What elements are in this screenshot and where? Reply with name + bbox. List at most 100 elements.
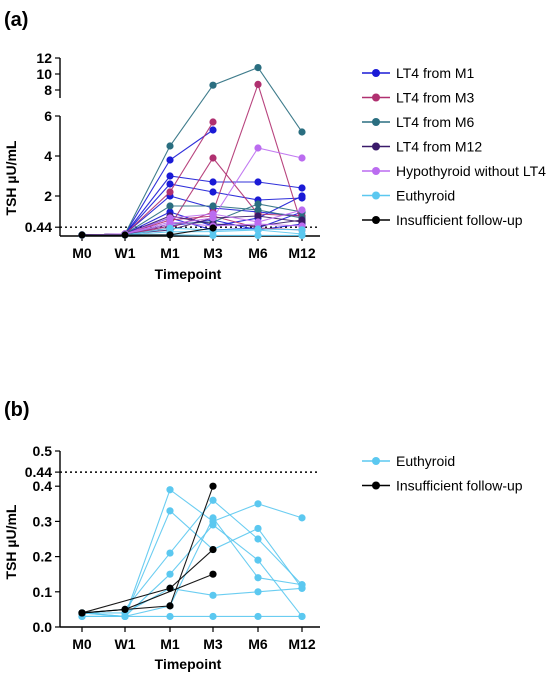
legend-marker — [372, 142, 380, 151]
data-point — [298, 514, 306, 522]
data-point — [209, 188, 217, 196]
legend-marker — [372, 69, 380, 77]
data-point — [166, 218, 174, 226]
x-tick-label: M3 — [203, 636, 223, 652]
panel-b-ylabel: TSH µU/mL — [3, 504, 19, 579]
data-point — [298, 154, 306, 162]
data-point — [121, 231, 129, 239]
data-point — [254, 588, 262, 596]
y-tick-label: 10 — [36, 66, 52, 82]
legend-entry: LT4 from M3 — [396, 90, 475, 106]
data-point — [254, 64, 262, 72]
data-point — [254, 231, 262, 239]
data-point — [209, 81, 217, 89]
data-point — [166, 549, 174, 557]
y-tick-label: 0.5 — [33, 443, 53, 459]
data-point — [166, 188, 174, 196]
data-point — [209, 178, 217, 186]
y-tick-label: 0.0 — [33, 619, 53, 635]
legend-marker — [372, 118, 380, 126]
data-point — [209, 482, 217, 490]
data-point — [209, 545, 217, 554]
panel-b-xlabel: Timepoint — [155, 656, 222, 672]
data-point — [254, 556, 262, 564]
legend-marker — [372, 216, 380, 224]
data-point — [78, 609, 86, 617]
legend-entry: LT4 from M12 — [396, 139, 482, 155]
legend-entry: Insufficient follow-up — [396, 478, 523, 494]
x-tick-label: M0 — [72, 636, 92, 652]
data-point — [254, 212, 262, 220]
panel-a-xlabel: Timepoint — [155, 266, 222, 282]
data-point — [254, 535, 262, 543]
panel-b-label: (b) — [4, 399, 30, 421]
data-point — [209, 514, 217, 522]
y-tick-label: 6 — [44, 108, 52, 124]
data-point — [166, 570, 174, 578]
data-point — [254, 206, 262, 214]
series-line — [82, 587, 303, 614]
series-line — [81, 499, 303, 614]
x-tick-label: M6 — [248, 245, 268, 261]
x-tick-label: M12 — [288, 245, 315, 261]
data-point — [254, 574, 262, 582]
x-tick-label: W1 — [115, 636, 136, 652]
panel-a-ylabel: TSH µU/mL — [3, 140, 19, 215]
x-tick-label: M1 — [160, 636, 180, 652]
legend-entry: LT4 from M6 — [396, 114, 475, 130]
data-point — [209, 118, 217, 126]
data-point — [166, 156, 174, 164]
y-tick-label: 0.4 — [33, 478, 53, 494]
panel-b-chart: 0.0 0.1 0.2 0.3 0.40.44 0.5 M0 W1 M1 M3 M6 M12 Euthy… — [25, 443, 523, 652]
y-tick-label: 4 — [44, 148, 52, 164]
legend-entry: Insufficient follow-up — [396, 212, 523, 228]
series-line — [82, 524, 303, 617]
series-line — [81, 486, 214, 614]
data-point — [166, 202, 174, 210]
series-line — [82, 227, 214, 236]
data-point — [298, 581, 306, 589]
data-point — [298, 612, 306, 621]
data-point — [166, 612, 174, 621]
data-point — [298, 206, 306, 214]
legend-entry: Hypothyroid without LT4 — [396, 163, 546, 179]
data-point — [254, 500, 262, 508]
data-point — [254, 612, 262, 621]
legend-entry: Euthyroid — [396, 453, 455, 469]
y-tick-label: 0.3 — [33, 513, 53, 529]
data-point — [166, 231, 174, 239]
legend-entry: Euthyroid — [396, 188, 455, 204]
legend-entry: LT4 from M1 — [396, 65, 475, 81]
series-line — [81, 612, 302, 617]
y-tick-label: 0.44 — [25, 219, 52, 235]
data-point — [166, 486, 174, 494]
data-point — [166, 584, 174, 592]
legend-marker — [372, 167, 380, 175]
panel-a-label: (a) — [4, 9, 28, 31]
data-point — [254, 144, 262, 152]
data-point — [254, 524, 262, 533]
data-point — [209, 591, 217, 599]
data-point — [209, 231, 217, 239]
data-point — [78, 231, 86, 239]
data-point — [209, 521, 217, 529]
data-point — [121, 612, 129, 621]
data-point — [254, 80, 262, 88]
x-tick-label: W1 — [115, 245, 136, 261]
data-point — [254, 178, 262, 186]
y-tick-label: 2 — [44, 188, 52, 204]
x-tick-label: M1 — [160, 245, 180, 261]
data-point — [254, 200, 262, 208]
legend-marker — [372, 481, 380, 490]
data-point — [209, 126, 217, 134]
series-line — [81, 66, 303, 236]
data-point — [209, 570, 217, 578]
x-tick-label: M12 — [288, 636, 315, 652]
series-line — [81, 488, 303, 618]
data-point — [298, 184, 306, 192]
legend-marker — [372, 93, 380, 102]
data-point — [209, 154, 217, 162]
series-line — [82, 516, 303, 617]
data-point — [166, 180, 174, 188]
